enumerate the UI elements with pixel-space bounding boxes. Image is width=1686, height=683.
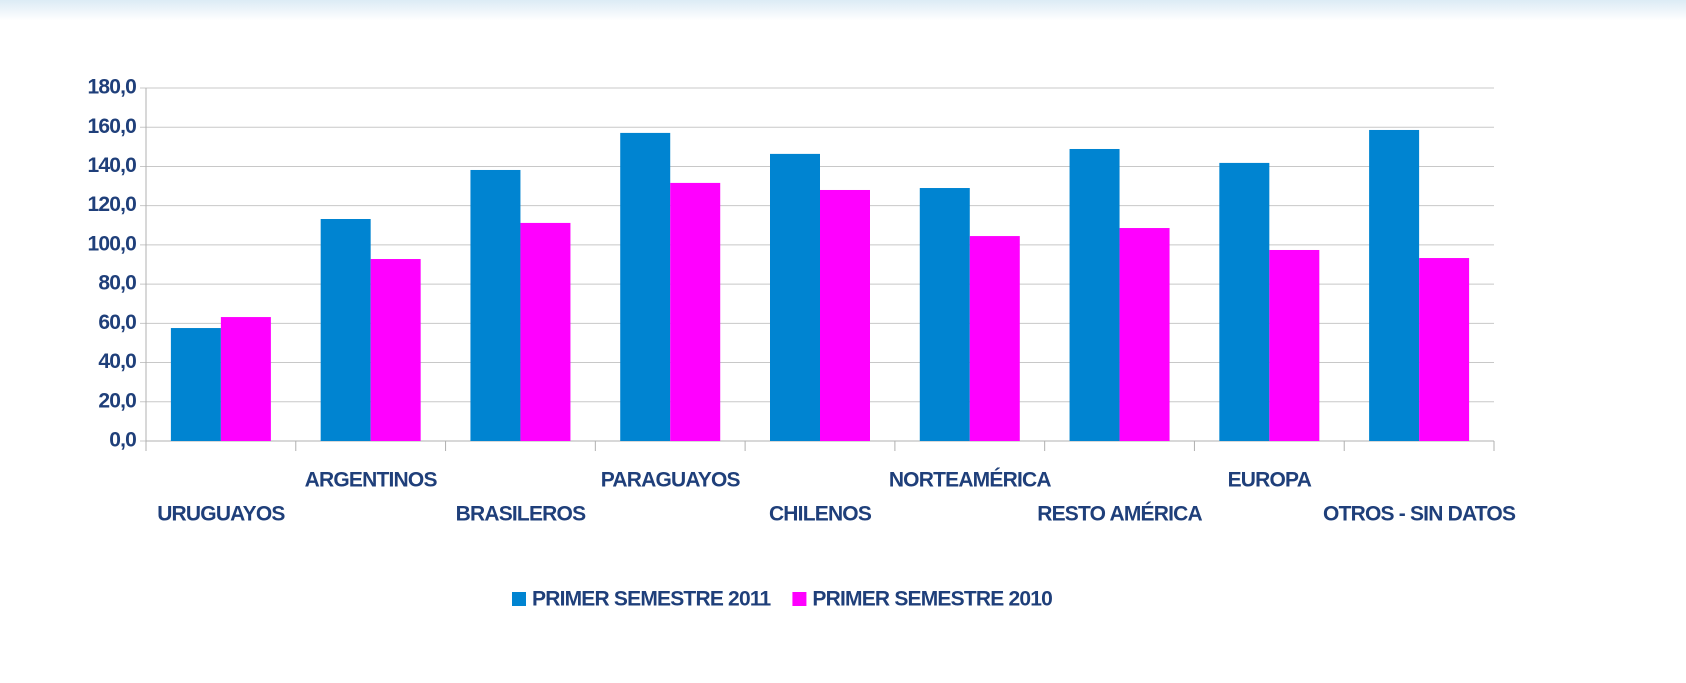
bar (520, 222, 571, 441)
legend-label: PRIMER SEMESTRE 2010 (812, 588, 1052, 611)
bar (919, 188, 970, 441)
y-tick-label: 140,0 (87, 154, 136, 177)
x-tick-label: PARAGUAYOS (601, 469, 741, 492)
legend-swatch (792, 592, 807, 606)
bar (220, 317, 271, 441)
y-tick-label: 20,0 (98, 389, 136, 412)
x-tick-label: URUGUAYOS (157, 503, 285, 526)
bar (620, 132, 671, 442)
bar (370, 259, 421, 441)
legend-swatch (512, 592, 526, 606)
bar (1369, 129, 1420, 441)
legend-label: PRIMER SEMESTRE 2011 (532, 588, 772, 611)
x-tick-label: CHILENOS (769, 503, 872, 526)
x-tick-label: BRASILEROS (456, 503, 586, 526)
bar (1119, 228, 1170, 441)
y-tick-label: 160,0 (87, 115, 136, 138)
bar (1069, 148, 1120, 442)
bar (170, 328, 221, 441)
bar (670, 182, 721, 441)
x-tick-label: ARGENTINOS (305, 469, 438, 492)
bar (1419, 258, 1470, 441)
bar (770, 153, 820, 442)
bar (820, 189, 870, 441)
y-tick-label: 40,0 (98, 350, 136, 373)
x-tick-label: NORTEAMÉRICA (889, 469, 1052, 492)
x-tick-label: RESTO AMÉRICA (1037, 503, 1202, 526)
y-tick-label: 180,0 (87, 76, 136, 99)
x-tick-label: OTROS - SIN DATOS (1323, 503, 1516, 526)
bar (969, 236, 1020, 441)
y-tick-label: 60,0 (98, 311, 136, 334)
x-tick-label: EUROPA (1228, 469, 1312, 492)
bar (320, 219, 371, 441)
y-tick-label: 120,0 (87, 193, 136, 216)
y-tick-label: 100,0 (87, 232, 136, 255)
bar (1269, 249, 1320, 441)
bar (1219, 162, 1270, 442)
y-tick-label: 80,0 (98, 272, 136, 295)
y-tick-label: 0,0 (109, 429, 136, 452)
bar (470, 169, 521, 442)
